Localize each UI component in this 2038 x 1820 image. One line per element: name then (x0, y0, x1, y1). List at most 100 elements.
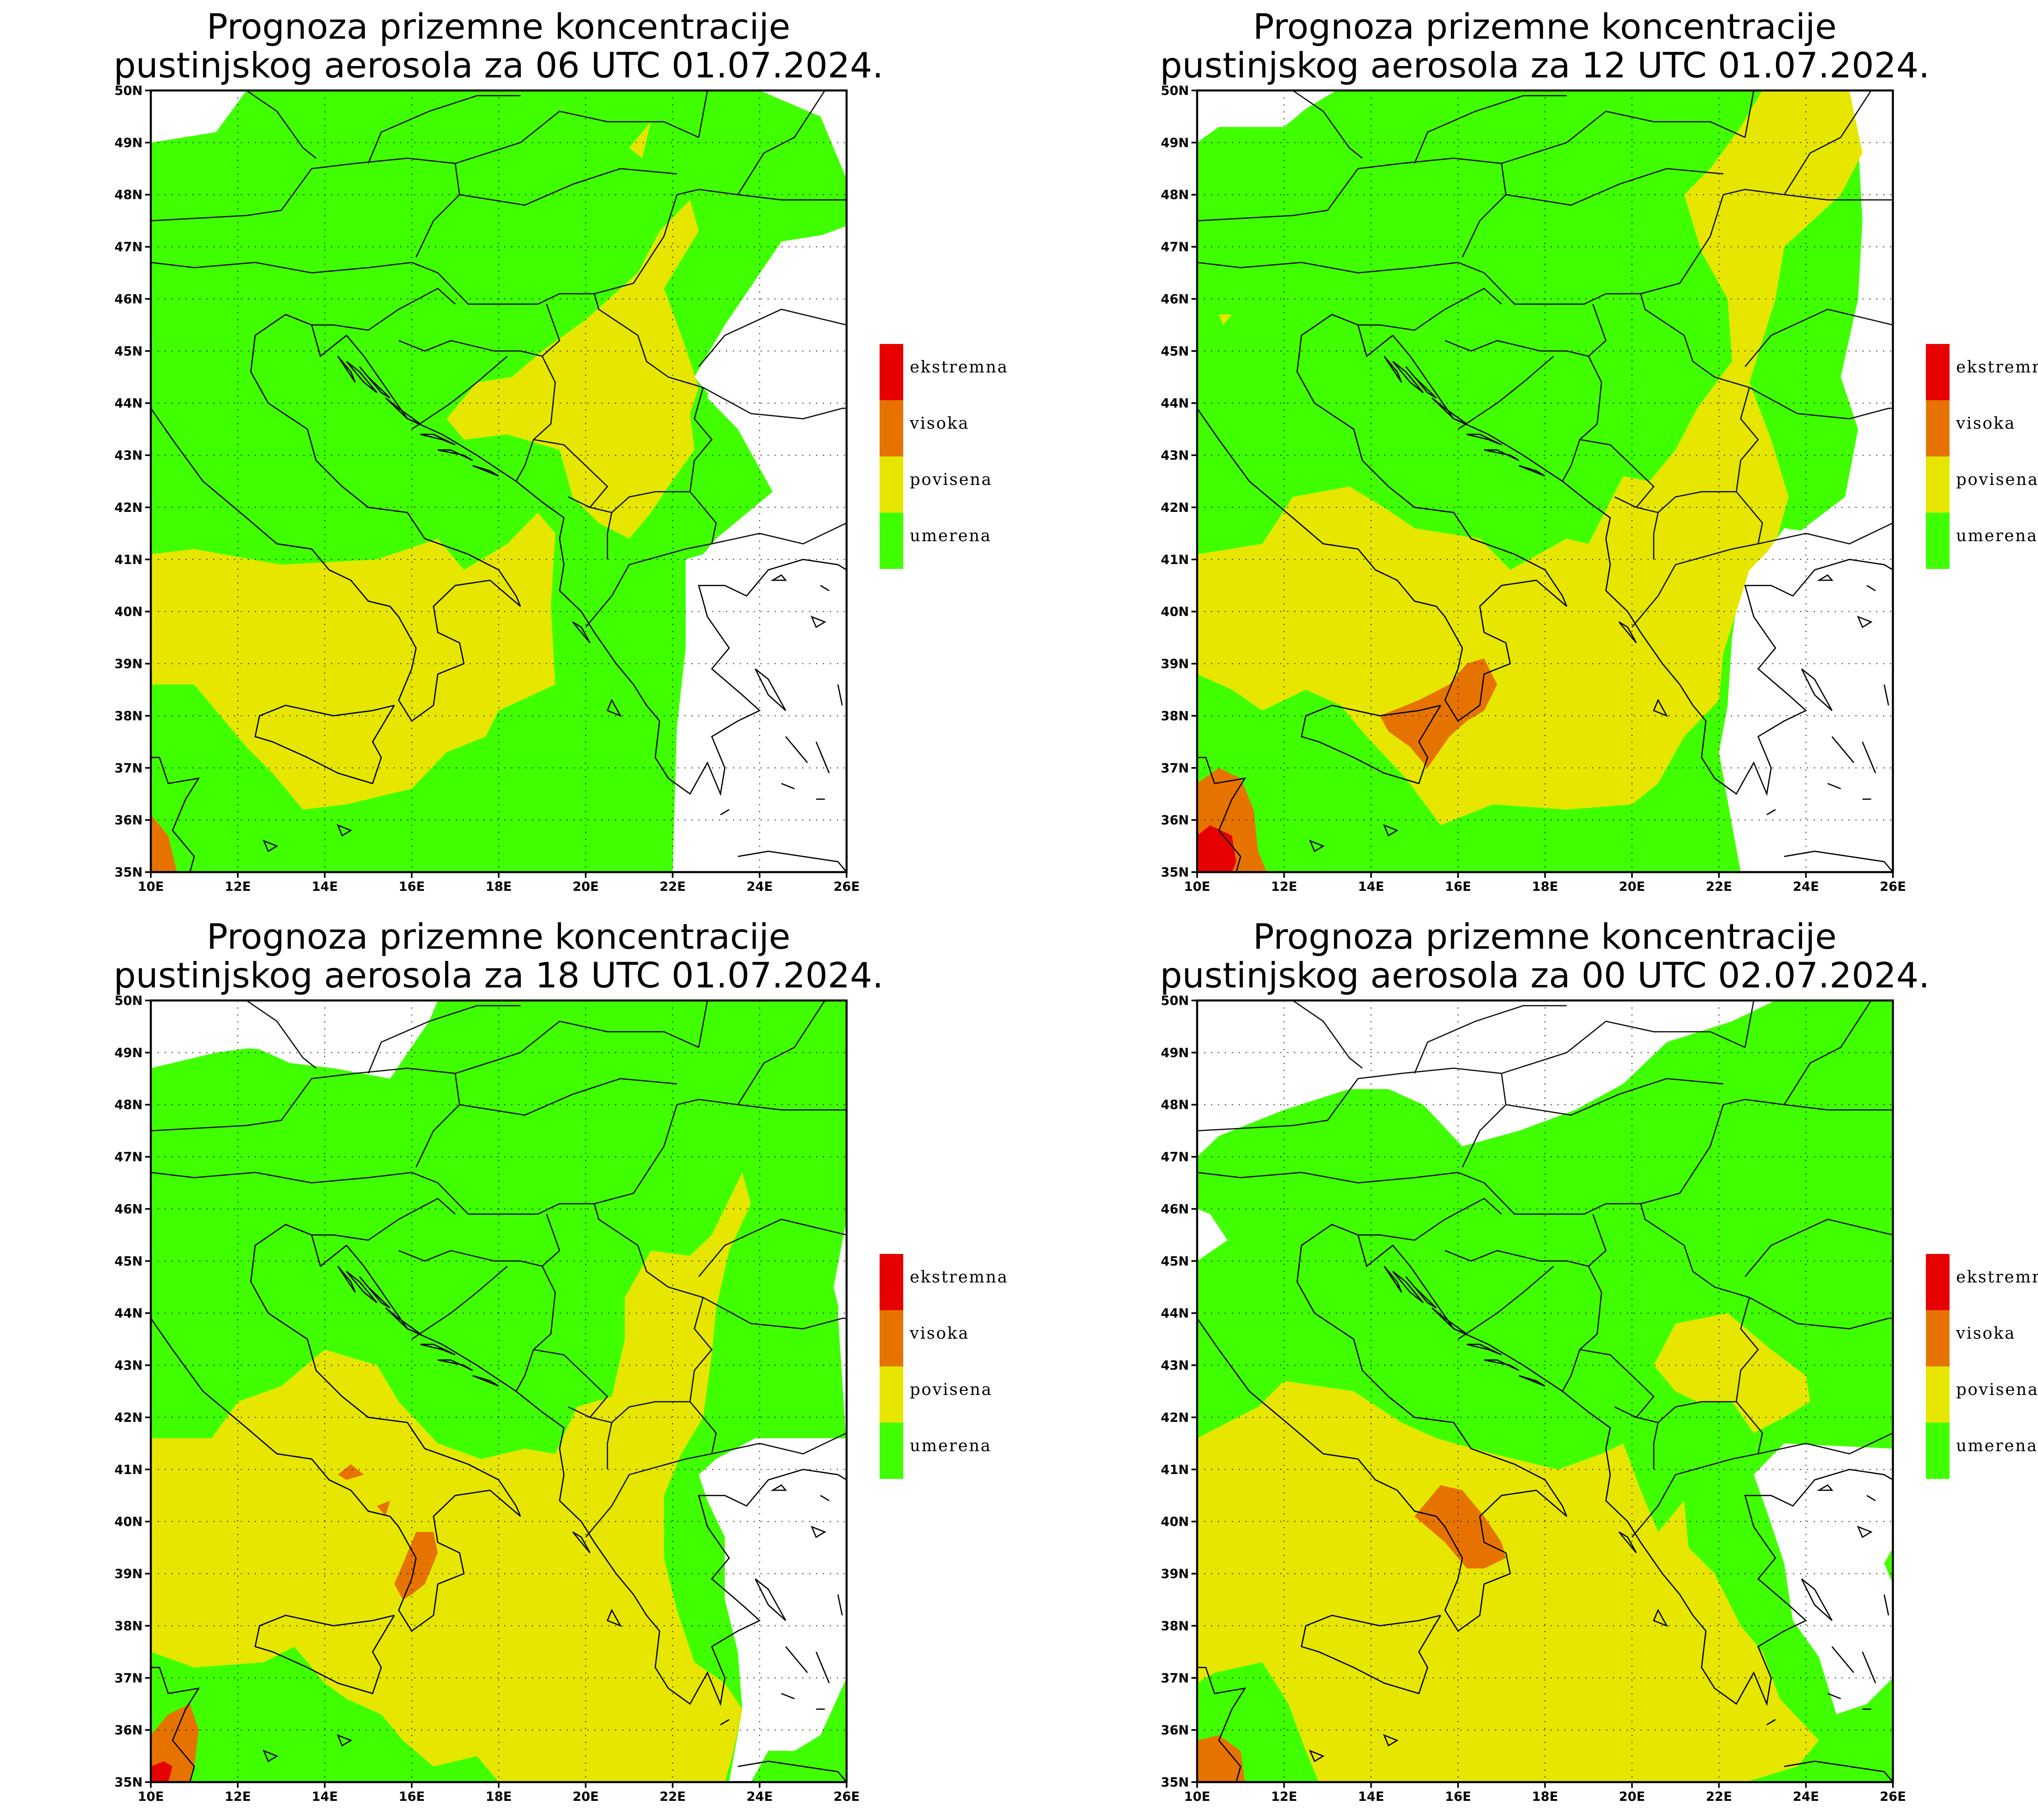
country-border (246, 1000, 317, 1069)
lat-tick-label: 49N (115, 1046, 143, 1060)
lon-tick-label: 22E (1706, 879, 1732, 894)
concentration-region-povisena (1197, 90, 1863, 825)
concentration-region-none (707, 226, 847, 492)
island-outline (262, 839, 278, 853)
country-border (533, 439, 609, 508)
lat-tick-label: 35N (115, 865, 143, 880)
country-border (1197, 157, 1507, 258)
country-border (1458, 1265, 1554, 1340)
panel-title-line-2: pustinjskog aerosola za 18 UTC 01.07.202… (114, 955, 884, 996)
island-outline (1884, 1594, 1889, 1616)
country-border (1631, 1401, 1763, 1538)
lat-tick-label: 43N (1161, 448, 1189, 463)
country-border (411, 1265, 508, 1340)
forecast-panel-4: Prognoza prizemne koncentracije pustinjsk… (1046, 910, 2038, 1820)
country-border (698, 308, 847, 367)
lat-tick-label: 50N (115, 994, 143, 1008)
lat-tick-label: 41N (1161, 1463, 1189, 1477)
map-area (151, 1000, 847, 1782)
island-outline (1817, 574, 1833, 581)
island-outline (1383, 356, 1402, 383)
country-border (1197, 1067, 1507, 1168)
lat-tick-label: 42N (1161, 500, 1189, 515)
lat-tick-label: 43N (115, 1358, 143, 1373)
legend-swatch-ekstremna (880, 1254, 903, 1310)
legend-swatch-visoka (1926, 400, 1950, 456)
lat-tick-label: 37N (1161, 761, 1189, 776)
forecast-panel-1: Prognoza prizemne koncentracije pustinjsk… (0, 0, 1046, 910)
island-outline (1618, 621, 1637, 643)
island-outline (781, 783, 795, 789)
island-outline (1484, 449, 1520, 461)
forecast-map-svg: Prognoza prizemne koncentracijepustinjsk… (114, 7, 1007, 894)
lat-tick-label: 49N (115, 136, 143, 150)
country-border (1579, 1349, 1655, 1418)
island-outline (337, 1266, 356, 1293)
lat-tick-label: 43N (1161, 1358, 1189, 1373)
country-border (459, 168, 677, 206)
lat-tick-label: 39N (1161, 1567, 1189, 1582)
concentration-region-none (1862, 90, 1893, 195)
island-outline (1653, 1608, 1668, 1627)
country-border (593, 1203, 713, 1402)
country-border (711, 1432, 847, 1454)
lon-tick-label: 20E (573, 879, 599, 894)
island-outline (1309, 839, 1325, 853)
lat-tick-label: 47N (1161, 1150, 1189, 1165)
island-outline (262, 1749, 278, 1763)
lon-tick-label: 16E (399, 879, 425, 894)
country-border (455, 1020, 699, 1074)
country-border (1758, 1432, 1893, 1454)
lat-tick-label: 36N (1161, 1723, 1189, 1738)
lon-tick-label: 26E (834, 879, 860, 894)
country-border (246, 90, 317, 159)
panel-title-line-1: Prognoza prizemne koncentracije (207, 917, 790, 957)
legend-swatch-ekstremna (880, 344, 903, 400)
concentration-region-none (1858, 215, 1893, 502)
island-outline (385, 397, 421, 425)
island-outline (1827, 783, 1841, 789)
island-outline (1383, 1266, 1402, 1293)
forecast-map-svg: Prognoza prizemne koncentracijepustinjsk… (1160, 7, 2038, 894)
country-border (1745, 1218, 1893, 1277)
concentration-region-visoka (151, 815, 177, 872)
country-border (1588, 304, 1607, 357)
lat-tick-label: 36N (115, 1723, 143, 1738)
lon-tick-label: 26E (1880, 1789, 1906, 1804)
coastline (1301, 705, 1441, 784)
legend-label-ekstremna: ekstremna (1956, 358, 2038, 377)
island-outline (1431, 397, 1467, 425)
country-border (703, 387, 847, 420)
island-outline (785, 1646, 808, 1673)
country-border (1501, 1020, 1745, 1074)
island-outline (781, 1693, 795, 1699)
lon-tick-label: 10E (138, 879, 164, 894)
country-border (1653, 1422, 1659, 1470)
country-border (1784, 1000, 1872, 1105)
island-outline (359, 366, 390, 399)
country-border (1758, 522, 1893, 544)
country-border (737, 90, 825, 195)
lon-tick-label: 18E (485, 879, 512, 894)
legend-swatch-visoka (1926, 1310, 1950, 1366)
country-border (585, 491, 717, 628)
legend-label-umerena: umerena (1956, 1437, 2038, 1455)
island-outline (770, 1484, 787, 1491)
lat-tick-label: 46N (1161, 292, 1189, 306)
island-outline (1467, 434, 1502, 445)
lat-tick-label: 44N (1161, 1306, 1189, 1321)
lat-tick-label: 47N (115, 240, 143, 255)
country-border (311, 288, 456, 331)
island-outline (437, 1359, 473, 1371)
island-outline (1518, 1375, 1546, 1387)
panel-title-line-2: pustinjskog aerosola za 06 UTC 01.07.202… (114, 45, 884, 86)
coastline (1197, 757, 1246, 872)
country-border (585, 1401, 717, 1538)
island-outline (837, 1594, 843, 1616)
island-outline (346, 1271, 377, 1303)
island-outline (720, 1719, 730, 1725)
legend-label-visoka: visoka (909, 414, 969, 433)
concentration-region-povisena (629, 121, 651, 159)
lat-tick-label: 46N (115, 1202, 143, 1216)
lon-tick-label: 18E (1532, 1789, 1558, 1804)
